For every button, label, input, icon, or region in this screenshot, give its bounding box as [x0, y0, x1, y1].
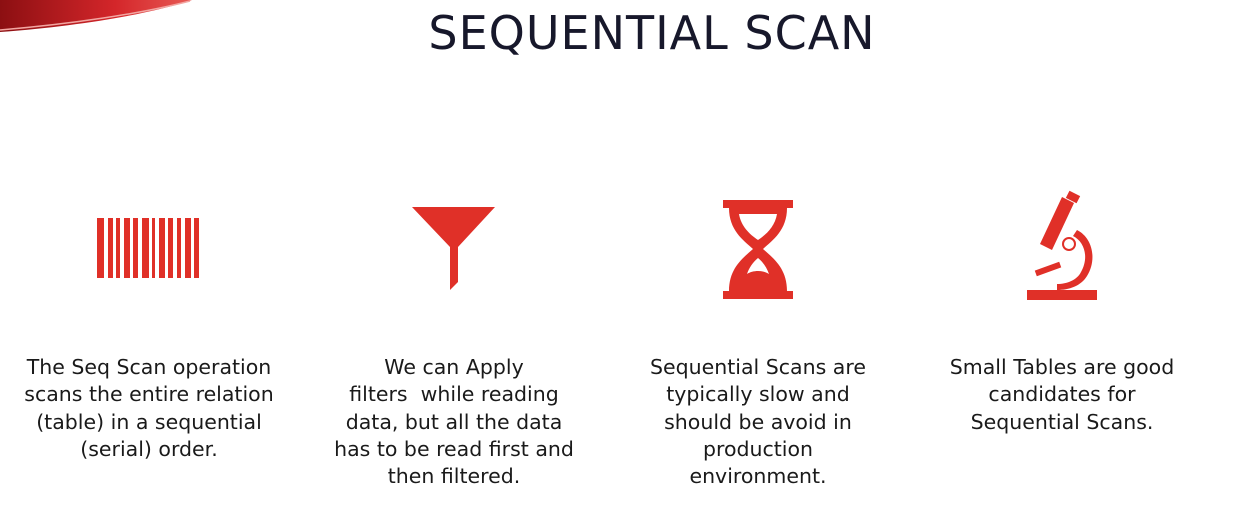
caption-line: production [702, 436, 814, 461]
caption-line: data, but all the data [345, 409, 563, 434]
caption-slow-scans: Sequential Scans are typically slow and … [613, 354, 903, 490]
column-funnel: We can Apply filters while reading data,… [309, 190, 599, 488]
caption-line: has to be read first and [334, 436, 574, 461]
column-barcode: The Seq Scan operation scans the entire … [4, 190, 294, 461]
column-hourglass: Sequential Scans are typically slow and … [613, 190, 903, 488]
caption-line: typically slow and [666, 382, 850, 407]
decorative-swoosh [0, 0, 192, 32]
caption-line: filters while reading [349, 382, 559, 407]
caption-line: scans the entire relation [24, 382, 274, 407]
barcode-icon [4, 190, 294, 310]
caption-line: The Seq Scan operation [26, 355, 272, 379]
caption-line: Sequential Scans. [970, 409, 1154, 434]
microscope-icon [917, 190, 1207, 310]
caption-filters: We can Apply filters while reading data,… [309, 354, 599, 490]
funnel-icon [309, 190, 599, 310]
page-title: SEQUENTIAL SCAN [428, 6, 876, 60]
caption-line: candidates for [988, 382, 1136, 407]
caption-line: environment. [689, 464, 827, 489]
caption-line: (table) in a sequential [36, 409, 262, 434]
caption-line: We can Apply [384, 355, 524, 379]
caption-seq-scan-operation: The Seq Scan operation scans the entire … [4, 354, 294, 463]
caption-line: (serial) order. [80, 436, 218, 461]
caption-line: then filtered. [387, 464, 521, 489]
caption-line: should be avoid in [664, 409, 852, 434]
column-microscope: Small Tables are good candidates for Seq… [917, 190, 1207, 434]
caption-small-tables: Small Tables are good candidates for Seq… [917, 354, 1207, 436]
caption-line: Sequential Scans are [650, 355, 866, 379]
caption-line: Small Tables are good [949, 355, 1175, 379]
hourglass-icon [613, 190, 903, 310]
